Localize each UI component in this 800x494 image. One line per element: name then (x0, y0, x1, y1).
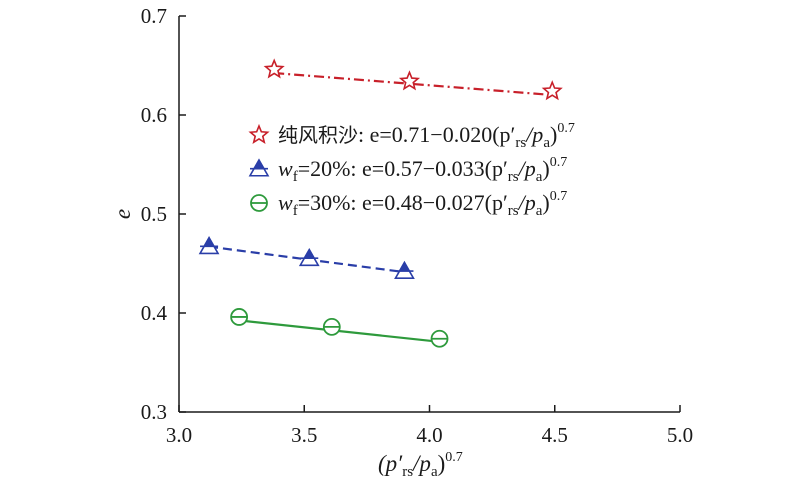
legend-label-0-sup: 0.7 (557, 121, 575, 136)
legend-label-1-prefix: w (278, 156, 293, 181)
y-tick-label: 0.3 (141, 400, 167, 424)
legend-label-2-prefix: w (278, 190, 293, 215)
legend-label-1-mid: /p (517, 156, 536, 181)
legend-label-0-mid: /p (524, 122, 543, 147)
legend-label-0-sub1: rs (515, 135, 526, 151)
y-axis-label: e (110, 209, 135, 219)
star-marker (541, 80, 563, 101)
data-point-series-0 (263, 58, 285, 79)
legend-entry-0: 纯风积沙: e=0.71−0.020(p′rs/pa)0.7 (248, 121, 575, 151)
legend-label-0-prefix: 纯风积沙 (278, 123, 358, 147)
y-ticks: 0.3 0.4 0.5 0.6 0.7 (141, 4, 186, 424)
legend-entry-1: wf=20%: e=0.57−0.033(p′rs/pa)0.7 (248, 155, 567, 185)
legend-label-1-prefix-sub: f (293, 169, 298, 185)
x-axis-label-mid: /p (411, 451, 431, 476)
legend-label-2-close: ) (542, 190, 549, 215)
legend-label-1-main: =20%: e=0.57−0.033(p′ (298, 156, 508, 181)
data-point-series-0 (541, 80, 563, 101)
x-axis-label-close: ) (438, 451, 446, 476)
star-marker (248, 123, 270, 144)
legend-label-2-sup: 0.7 (550, 189, 568, 204)
x-axis-label-sub-rs: rs (402, 464, 413, 480)
triangle-marker-fill (253, 158, 265, 170)
legend-label-2-sub1: rs (508, 203, 519, 219)
triangle-marker-fill (398, 261, 411, 272)
star-marker (263, 58, 285, 79)
x-ticks: 3.0 3.5 4.0 4.5 5.0 (166, 405, 693, 447)
data-point-series-2 (430, 329, 449, 348)
legend-label-2-main: =30%: e=0.48−0.027(p′ (298, 190, 508, 215)
x-tick-label: 5.0 (667, 423, 693, 447)
x-tick-label: 3.5 (291, 423, 317, 447)
data-point-series-0 (398, 70, 421, 91)
legend: 纯风积沙: e=0.71−0.020(p′rs/pa)0.7 wf=20%: e… (248, 121, 575, 219)
legend-marker-star (248, 123, 270, 144)
legend-label-1-sub2: a (536, 169, 543, 185)
legend-label-0: 纯风积沙: e=0.71−0.020(p′rs/pa)0.7 (278, 121, 575, 151)
legend-label-2-mid: /p (517, 190, 536, 215)
x-axis-label-sup: 0.7 (445, 450, 463, 465)
data-point-series-1 (198, 236, 220, 255)
legend-label-1-sup: 0.7 (550, 155, 568, 170)
data-point-series-2 (322, 317, 341, 336)
y-tick-label: 0.7 (141, 4, 167, 28)
legend-marker-triangle (248, 158, 270, 177)
fit-line-series-0 (274, 71, 553, 97)
star-marker (398, 70, 421, 91)
legend-entry-2: wf=30%: e=0.48−0.027(p′rs/pa)0.7 (250, 189, 567, 219)
data-point-series-2 (230, 308, 249, 326)
y-tick-label: 0.5 (141, 202, 167, 226)
x-axis-label-open: (p′ (378, 451, 403, 476)
x-tick-label: 4.5 (542, 423, 568, 447)
legend-label-0-close: ) (550, 122, 557, 147)
triangle-marker-fill (303, 248, 316, 259)
legend-label-0-main: : e=0.71−0.020(p′ (358, 122, 515, 147)
x-tick-label: 3.0 (166, 423, 192, 447)
legend-label-1-sub1: rs (508, 169, 519, 185)
legend-marker-circle (250, 194, 268, 212)
x-axis-label: (p′rs/pa)0.7 (378, 450, 463, 480)
x-tick-label: 4.0 (416, 423, 442, 447)
triangle-marker-fill (203, 236, 216, 247)
y-tick-label: 0.4 (141, 301, 168, 325)
legend-label-2-prefix-sub: f (293, 203, 298, 219)
legend-label-1-close: ) (542, 156, 549, 181)
data-point-series-1 (394, 260, 415, 279)
legend-label-2-sub2: a (536, 203, 543, 219)
x-axis-label-sub-a: a (431, 464, 438, 480)
data-point-series-1 (298, 247, 320, 267)
legend-label-2: wf=30%: e=0.48−0.027(p′rs/pa)0.7 (278, 189, 567, 219)
legend-label-1: wf=20%: e=0.57−0.033(p′rs/pa)0.7 (278, 155, 567, 185)
data-markers (198, 58, 563, 348)
legend-label-0-sub2: a (543, 135, 550, 151)
y-tick-label: 0.6 (141, 103, 167, 127)
